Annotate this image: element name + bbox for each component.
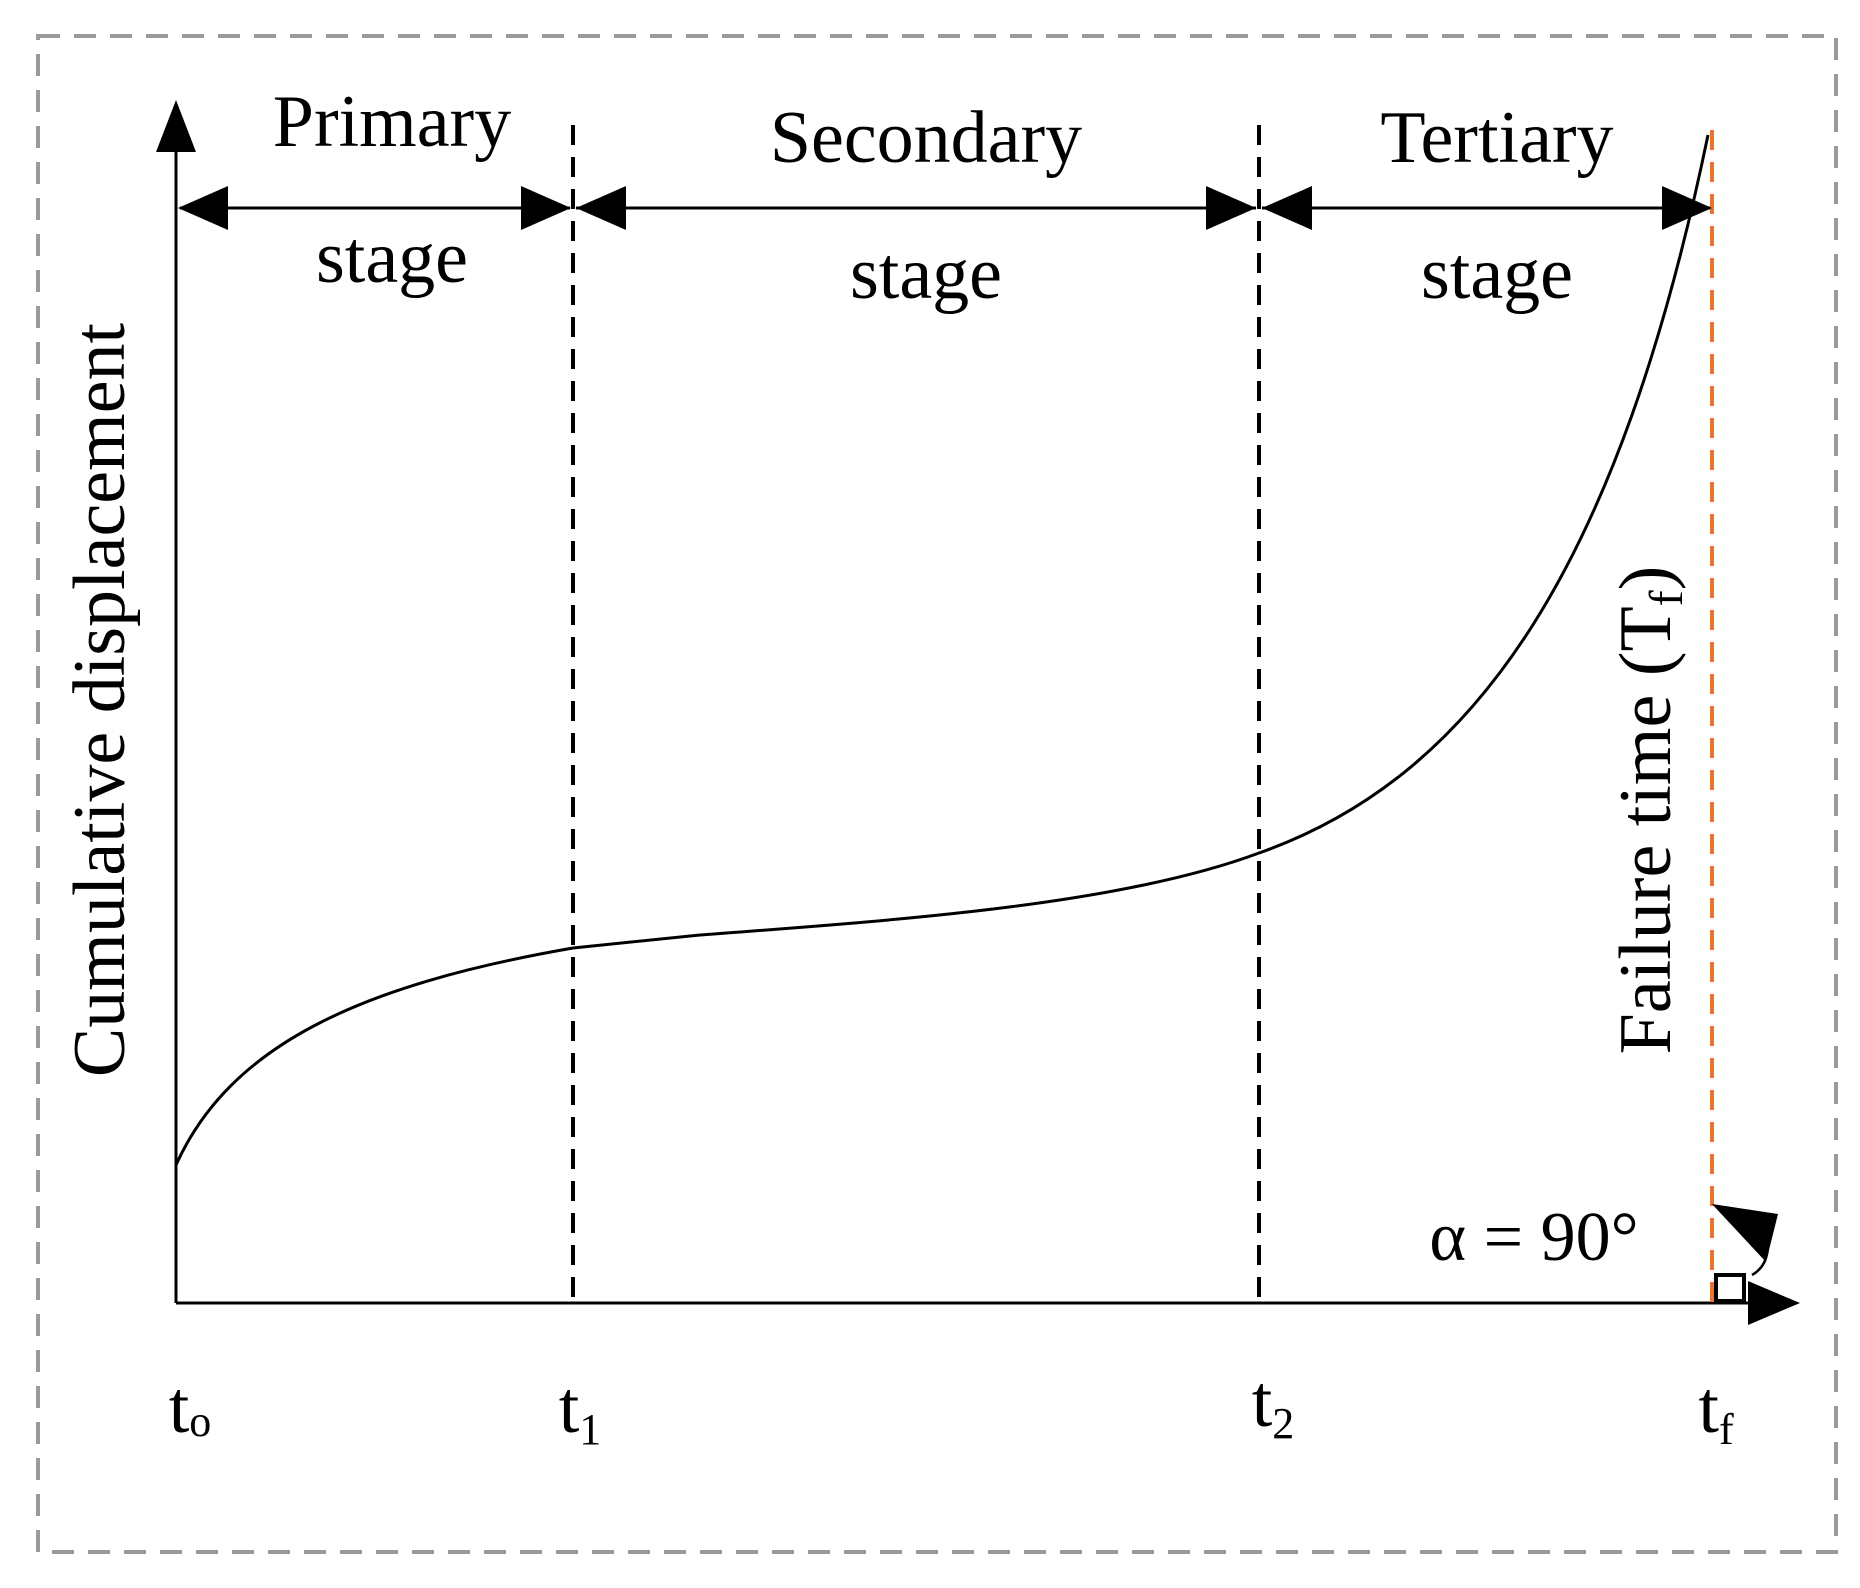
tick-t0-base: t: [169, 1367, 190, 1449]
stage-label-tertiary: Tertiary: [1380, 97, 1613, 179]
tick-tf-sub: f: [1719, 1405, 1734, 1454]
tick-t2-base: t: [1252, 1361, 1273, 1443]
tick-label-tf: tf: [1698, 1367, 1734, 1454]
stage-label-primary: Primary: [273, 81, 511, 163]
tick-t1-sub: 1: [579, 1405, 601, 1454]
outer-dashed-frame: [36, 34, 1838, 1554]
failure-time-label-sub: f: [1640, 590, 1693, 606]
tick-t0-sub: o: [189, 1397, 211, 1446]
secondary-span-arrowhead-right: [1206, 186, 1256, 230]
tick-label-t2: t2: [1252, 1361, 1295, 1448]
cumulative-displacement-curve: [174, 134, 1710, 1166]
failure-time-label: Failure time (Tf): [1605, 566, 1693, 1055]
x-axis-arrowhead: [1748, 1281, 1800, 1325]
y-axis-arrowhead: [156, 100, 196, 152]
primary-span-arrowhead-right: [521, 186, 571, 230]
primary-span-arrowhead-left: [178, 186, 228, 230]
stage-word-tertiary: stage: [1421, 233, 1573, 315]
angle-arc-arrowhead: [1712, 1204, 1778, 1262]
tick-t1-base: t: [559, 1367, 580, 1449]
tick-label-t0: to: [169, 1367, 212, 1449]
tick-t2-sub: 2: [1272, 1399, 1294, 1448]
stage-word-secondary: stage: [850, 233, 1002, 315]
tertiary-span-arrowhead-left: [1262, 186, 1312, 230]
stage-word-primary: stage: [316, 217, 468, 299]
failure-time-label-main: Failure time (T: [1605, 606, 1687, 1054]
secondary-span-arrowhead-left: [576, 186, 626, 230]
tick-tf-base: t: [1698, 1367, 1719, 1449]
stage-label-secondary: Secondary: [770, 97, 1082, 179]
tick-label-t1: t1: [559, 1367, 602, 1454]
y-axis-label: Cumulative displacement: [59, 322, 141, 1077]
angle-label: α = 90°: [1429, 1199, 1638, 1276]
failure-time-label-close: ): [1605, 566, 1687, 591]
right-angle-marker: [1714, 1273, 1746, 1303]
tertiary-span-arrowhead-right: [1662, 186, 1712, 230]
